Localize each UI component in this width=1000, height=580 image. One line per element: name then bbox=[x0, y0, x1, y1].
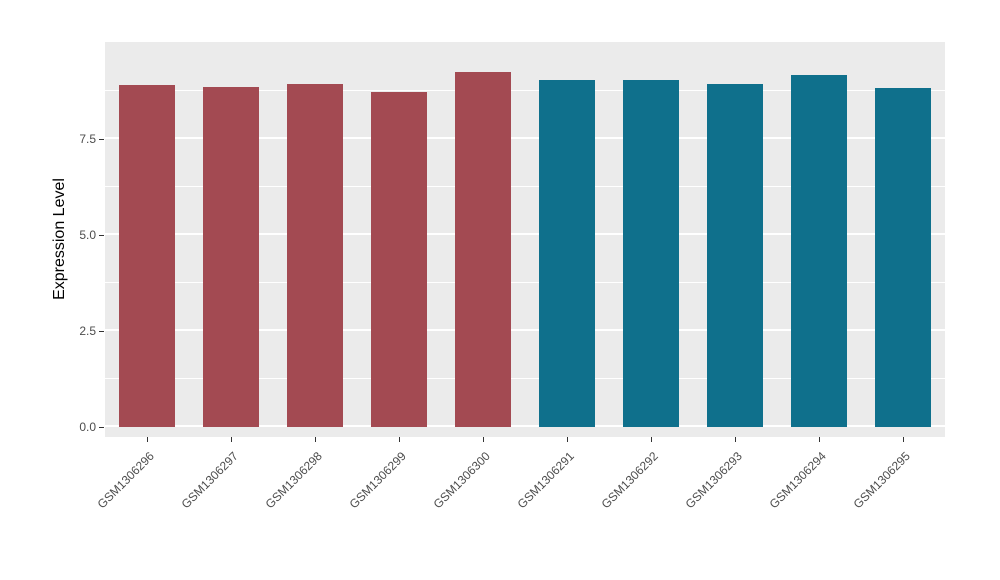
gridline-minor bbox=[105, 282, 945, 283]
x-axis-tick-mark bbox=[567, 437, 568, 442]
bar-GSM1306297 bbox=[203, 87, 259, 427]
gridline-major bbox=[105, 329, 945, 331]
bar-GSM1306293 bbox=[707, 84, 763, 427]
x-axis-tick-mark bbox=[903, 437, 904, 442]
x-axis-tick-mark bbox=[735, 437, 736, 442]
y-axis-tick-mark bbox=[99, 427, 104, 428]
bar-GSM1306292 bbox=[623, 79, 679, 427]
bar-GSM1306300 bbox=[455, 72, 511, 427]
gridline-minor bbox=[105, 378, 945, 379]
gridline-major bbox=[105, 425, 945, 427]
gridline-major bbox=[105, 137, 945, 139]
y-axis-tick-mark bbox=[99, 139, 104, 140]
y-axis-tick-label: 7.5 bbox=[79, 132, 96, 146]
bar-GSM1306291 bbox=[539, 79, 595, 427]
plot-panel bbox=[105, 42, 945, 437]
x-axis-tick-mark bbox=[315, 437, 316, 442]
x-axis-tick-mark bbox=[399, 437, 400, 442]
y-axis-tick-label: 0.0 bbox=[79, 420, 96, 434]
bar-GSM1306296 bbox=[119, 85, 175, 427]
gridline-major bbox=[105, 233, 945, 235]
bar-GSM1306299 bbox=[371, 92, 427, 427]
x-axis-tick-mark bbox=[651, 437, 652, 442]
y-axis-tick-mark bbox=[99, 235, 104, 236]
gridline-minor bbox=[105, 90, 945, 91]
bar-GSM1306294 bbox=[791, 74, 847, 427]
y-axis-tick-label: 2.5 bbox=[79, 324, 96, 338]
gridline-minor bbox=[105, 186, 945, 187]
x-axis-tick-mark bbox=[231, 437, 232, 442]
y-axis-tick-label: 5.0 bbox=[79, 228, 96, 242]
x-axis-tick-mark bbox=[147, 437, 148, 442]
x-axis-tick-mark bbox=[483, 437, 484, 442]
bar-GSM1306295 bbox=[875, 87, 931, 427]
x-axis-tick-mark bbox=[819, 437, 820, 442]
y-axis-tick-mark bbox=[99, 331, 104, 332]
bar-GSM1306298 bbox=[287, 84, 343, 427]
